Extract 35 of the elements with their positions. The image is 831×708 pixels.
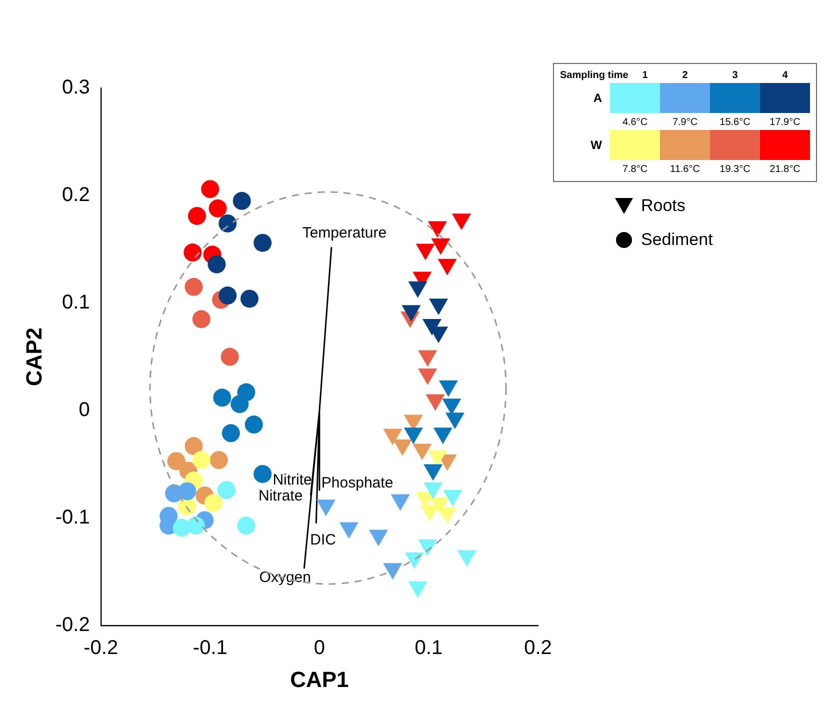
y-tick-label: 0 <box>78 399 90 422</box>
text: 3 <box>731 70 739 81</box>
annotation: Nitrite <box>272 471 312 488</box>
x-axis-title: CAP1 <box>290 666 349 692</box>
annotation: Temperature <box>302 224 387 242</box>
text: 19.3°C <box>718 164 752 175</box>
text: Sediment <box>641 230 713 250</box>
text: 2 <box>681 70 689 81</box>
x-tick-label: -0.2 <box>84 637 118 660</box>
x-tick-label: -0.1 <box>192 637 228 660</box>
y-tick-label: 0.2 <box>62 184 90 206</box>
text: 15.6°C <box>718 117 752 128</box>
y-tick-label: -0.2 <box>55 614 90 636</box>
x-tick-label: 0.1 <box>414 637 443 660</box>
annotation: Nitrate <box>258 488 303 505</box>
y-axis-title: CAP2 <box>21 327 46 386</box>
text: 7.8°C <box>621 164 649 175</box>
text: 21.8°C <box>768 164 802 175</box>
annotation: Phosphate <box>321 474 394 492</box>
y-tick-label: -0.1 <box>55 506 90 529</box>
text: 4.6°C <box>621 117 649 128</box>
text: 7.9°C <box>671 117 699 128</box>
text: 17.9°C <box>768 117 802 128</box>
text: Roots <box>641 196 686 216</box>
y-tick-label: 0.1 <box>62 292 90 314</box>
x-tick-label: 0.2 <box>524 637 552 660</box>
text: 1 <box>642 70 648 81</box>
text: 4 <box>781 70 789 81</box>
text: A <box>592 91 603 105</box>
legend-title: Sampling time <box>560 70 628 81</box>
x-tick-label: 0 <box>314 637 325 660</box>
text: 11.6°C <box>669 164 701 175</box>
annotation: DIC <box>310 532 336 549</box>
y-tick-label: 0.3 <box>62 76 90 99</box>
text: W <box>590 138 603 152</box>
